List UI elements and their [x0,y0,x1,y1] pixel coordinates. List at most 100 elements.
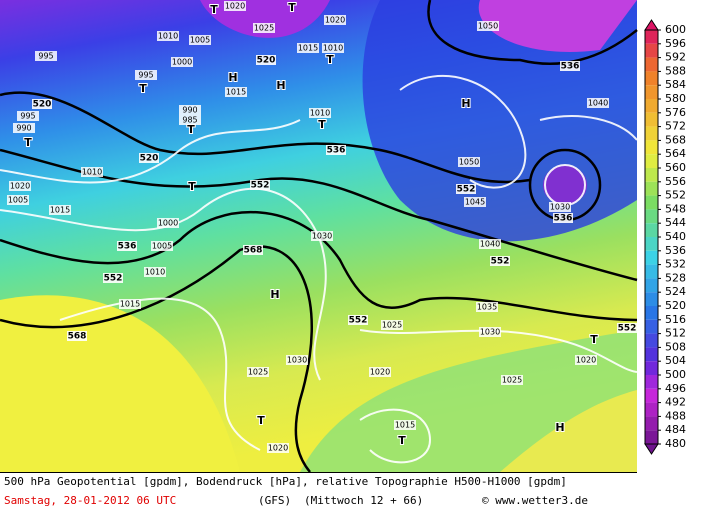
legend-tick-label: 520 [665,299,686,312]
isobar-label: 1035 [477,303,497,312]
label-bg [501,375,523,385]
geopotential-label: 552 [491,257,510,267]
isobar-label: 1025 [248,368,268,377]
isobar-label: 1020 [325,16,345,25]
legend-swatch [645,430,658,444]
geopotential-label: 552 [251,181,270,191]
label-bg [297,43,319,53]
label-bg [477,21,499,31]
geopotential-label: 568 [244,246,263,256]
legend-swatch [645,30,658,44]
legend-swatch [645,347,658,362]
pressure-center-label: H [461,97,470,110]
geopotential-label: 568 [68,332,87,342]
label-bg [456,184,476,194]
isobar-label: 1030 [480,328,500,337]
label-bg [247,367,269,377]
label-bg [267,443,289,453]
pressure-center-label: T [139,82,147,95]
pressure-center-label: T [187,123,195,136]
isobar-label: 1015 [226,88,246,97]
legend-tick-label: 548 [665,202,686,215]
legend-tick-label: 564 [665,147,686,160]
legend-swatch [645,112,658,127]
isobar-label: 1005 [190,36,210,45]
isobar-label: 1020 [370,368,390,377]
isobar-label: 1030 [287,356,307,365]
label-bg [553,213,573,223]
footer-date: Samstag, 28-01-2012 06 UTC [4,494,176,507]
label-bg [119,299,141,309]
legend-swatch [645,71,658,86]
label-bg [157,31,179,41]
geopotential-label: 536 [554,214,573,224]
label-bg [250,180,270,190]
geopotential-label: 552 [349,316,368,326]
isobar-label: 1020 [268,444,288,453]
isobar-label: 1030 [312,232,332,241]
geopotential-label: 552 [104,274,123,284]
pressure-center-label: T [188,180,196,193]
label-bg [171,57,193,67]
legend-swatch [645,209,658,224]
label-bg [9,181,31,191]
isobar-label: 995 [20,112,35,121]
label-bg [67,331,87,341]
legend-swatch [645,168,658,182]
isobar-label: 1015 [395,421,415,430]
legend-tick-label: 552 [665,189,686,202]
label-bg [224,1,246,11]
footer-description: 500 hPa Geopotential [gpdm], Bodendruck … [4,475,567,488]
label-bg [151,241,173,251]
legend-swatch [645,361,658,375]
legend-tick-label: 496 [665,382,686,395]
label-bg [179,105,201,115]
footer-source: © www.wetter3.de [482,494,588,507]
isobar-label: 990 [16,124,31,133]
legend-swatch [645,99,658,113]
isobar-label: 1010 [145,268,165,277]
isobar-label: 1045 [465,198,485,207]
label-bg [464,197,486,207]
legend-tick-label: 488 [665,409,686,422]
legend-tick-label: 592 [665,51,686,64]
isobar-label: 1015 [50,206,70,215]
legend-swatch [645,292,658,306]
legend-tick-label: 596 [665,37,686,50]
legend-arrow-bottom [644,443,659,455]
legend-tick-label: 504 [665,354,686,367]
footer-model: (GFS) [258,494,291,507]
legend-frame [644,29,659,445]
label-bg [286,355,308,365]
label-bg [144,267,166,277]
legend-swatch [645,388,658,403]
legend-tick-label: 480 [665,437,686,450]
legend-tick-label: 516 [665,313,686,326]
isobar-label: 1000 [158,219,178,228]
label-bg [490,256,510,266]
label-bg [617,323,637,333]
legend-tick-label: 512 [665,327,686,340]
legend-tick-label: 556 [665,175,686,188]
legend: 6005965925885845805765725685645605565525… [644,19,686,455]
geopotential-label: 536 [561,62,580,72]
pressure-center-label: T [288,1,296,14]
label-bg [225,87,247,97]
isobar-label: 1015 [298,44,318,53]
label-bg [394,420,416,430]
legend-tick-label: 536 [665,244,686,257]
label-bg [369,367,391,377]
legend-tick-label: 572 [665,120,686,133]
label-bg [139,153,159,163]
isobar-label: 995 [38,52,53,61]
legend-swatch [645,154,658,168]
legend-swatch [645,333,658,348]
label-bg [103,273,123,283]
isobar-label: 1020 [576,356,596,365]
geopotential-label: 520 [257,56,276,66]
legend-swatch [645,278,658,293]
isobar-label: 995 [138,71,153,80]
